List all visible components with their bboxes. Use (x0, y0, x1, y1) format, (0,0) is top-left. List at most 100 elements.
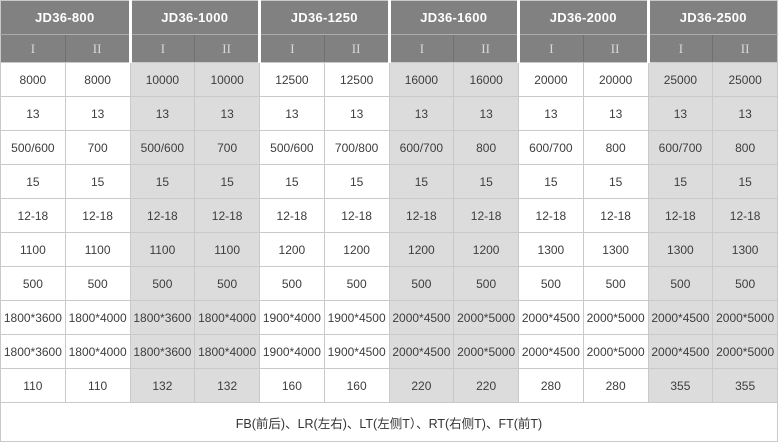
table-cell: 12500 (259, 62, 325, 97)
table-cell: 220 (453, 368, 519, 403)
table-row: 1100 1100 1100 1100 1200 1200 1200 1200 1300 1300… (0, 232, 778, 267)
table-cell: 2000*5000 (582, 334, 649, 369)
table-row: 1800*3600 1800*4000 1800*3600 1800*4000 1900… (0, 300, 778, 335)
table-cell: 1200 (259, 232, 325, 267)
table-cell: 12-18 (647, 198, 714, 233)
table-row: 1800*3600 1800*4000 1800*3600 1800*4000 1900… (0, 334, 778, 369)
table-cell: 2000*4500 (518, 334, 584, 369)
table-cell: 12500 (323, 62, 390, 97)
sub-header-ii: II (64, 34, 130, 63)
table-cell: 25000 (712, 62, 778, 97)
table-cell: 132 (194, 368, 260, 403)
table-cell: 500 (388, 266, 455, 301)
table-cell: 1100 (194, 232, 260, 267)
table-cell: 500 (194, 266, 260, 301)
table-cell: 500/600 (259, 130, 325, 165)
table-cell: 16000 (453, 62, 519, 97)
table-row: 8000 8000 10000 10000 12500 12500 16000 16000 20… (0, 62, 778, 97)
table-cell: 355 (712, 368, 778, 403)
table-cell: 800 (582, 130, 649, 165)
table-cell: 12-18 (323, 198, 390, 233)
group-header-jd36-1000: JD36-1000 (128, 0, 260, 35)
table-cell: 12-18 (388, 198, 455, 233)
group-header-jd36-1600: JD36-1600 (387, 0, 519, 35)
table-cell: 12-18 (194, 198, 260, 233)
table-cell: 13 (647, 96, 714, 131)
table-cell: 1100 (0, 232, 66, 267)
table-cell: 500 (647, 266, 714, 301)
table-row: 110 110 132 132 160 160 220 220 280 280 355 355 (0, 368, 778, 403)
footer-row: FB(前后)、LR(左右)、LT(左侧T）、RT(右侧T)、FT(前T) (0, 402, 778, 442)
table-cell: 15 (582, 164, 649, 199)
table-cell: 12-18 (0, 198, 66, 233)
table-cell: 500 (129, 266, 196, 301)
table-cell: 132 (129, 368, 196, 403)
table-cell: 2000*4500 (388, 300, 455, 335)
sub-header-ii: II (323, 34, 389, 63)
table-cell: 1900*4500 (323, 334, 390, 369)
sub-header-ii: II (712, 34, 778, 63)
table-cell: 13 (129, 96, 196, 131)
table-cell: 13 (64, 96, 131, 131)
table-cell: 1800*4000 (64, 334, 131, 369)
table-cell: 1100 (64, 232, 131, 267)
table-cell: 600/700 (518, 130, 584, 165)
table-cell: 1800*3600 (0, 300, 66, 335)
table-cell: 160 (323, 368, 390, 403)
table-cell: 500 (323, 266, 390, 301)
sub-header-ii: II (194, 34, 260, 63)
table-cell: 500/600 (0, 130, 66, 165)
table-cell: 2000*5000 (712, 300, 778, 335)
table-cell: 1800*3600 (129, 334, 196, 369)
spec-table-body: 8000 8000 10000 10000 12500 12500 16000 16000 20… (0, 62, 778, 403)
sub-header-i: I (258, 34, 325, 63)
table-cell: 1800*3600 (129, 300, 196, 335)
table-cell: 600/700 (647, 130, 714, 165)
table-cell: 15 (453, 164, 519, 199)
table-cell: 220 (388, 368, 455, 403)
table-cell: 15 (518, 164, 584, 199)
table-cell: 1900*4500 (323, 300, 390, 335)
sub-header-i: I (387, 34, 454, 63)
table-cell: 2000*5000 (453, 300, 519, 335)
table-cell: 700 (64, 130, 131, 165)
table-cell: 500 (712, 266, 778, 301)
sub-header-ii: II (582, 34, 648, 63)
table-cell: 13 (0, 96, 66, 131)
sub-header-i: I (646, 34, 713, 63)
table-cell: 1200 (388, 232, 455, 267)
table-cell: 15 (388, 164, 455, 199)
table-cell: 1300 (712, 232, 778, 267)
group-header-jd36-800: JD36-800 (0, 0, 130, 35)
group-header-jd36-2000: JD36-2000 (517, 0, 648, 35)
table-cell: 2000*5000 (712, 334, 778, 369)
table-cell: 12-18 (129, 198, 196, 233)
table-cell: 1800*4000 (64, 300, 131, 335)
table-cell: 15 (129, 164, 196, 199)
table-cell: 500/600 (129, 130, 196, 165)
table-cell: 10000 (129, 62, 196, 97)
table-cell: 160 (259, 368, 325, 403)
table-row: 12-18 12-18 12-18 12-18 12-18 12-18 12-18 12-18… (0, 198, 778, 233)
table-cell: 15 (194, 164, 260, 199)
table-cell: 15 (323, 164, 390, 199)
table-cell: 13 (194, 96, 260, 131)
sub-header-ii: II (453, 34, 519, 63)
table-cell: 12-18 (712, 198, 778, 233)
table-cell: 12-18 (259, 198, 325, 233)
table-cell: 500 (518, 266, 584, 301)
group-header-jd36-1250: JD36-1250 (258, 0, 389, 35)
sub-header-i: I (0, 34, 66, 63)
table-cell: 500 (259, 266, 325, 301)
table-cell: 10000 (194, 62, 260, 97)
table-cell: 1800*4000 (194, 334, 260, 369)
table-cell: 600/700 (388, 130, 455, 165)
table-cell: 16000 (388, 62, 455, 97)
table-cell: 1200 (453, 232, 519, 267)
sub-header-i: I (517, 34, 584, 63)
table-cell: 15 (647, 164, 714, 199)
table-cell: 500 (0, 266, 66, 301)
table-cell: 1300 (518, 232, 584, 267)
